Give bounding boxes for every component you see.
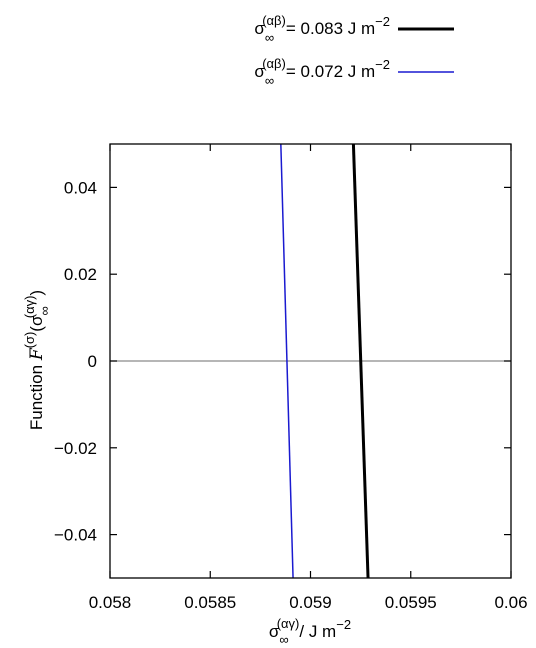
x-tick-label: 0.0595 xyxy=(385,593,437,612)
y-tick-label: −0.04 xyxy=(54,526,97,545)
x-tick-label: 0.058 xyxy=(89,593,132,612)
series-line-2 xyxy=(280,144,294,578)
y-tick-label: 0 xyxy=(88,352,97,371)
y-tick-label: 0.04 xyxy=(64,178,97,197)
plot-area: 0.058 0.0585 0.059 0.0595 0.06 −0.04 −0.02 0 0.0… xyxy=(54,143,528,612)
series-line-1 xyxy=(351,144,370,578)
x-tick-label: 0.0585 xyxy=(184,593,236,612)
x-axis-title: σ∞(αγ)/ J m−2 xyxy=(269,616,351,647)
legend-label-2: σ∞(αβ)= 0.072 J m−2 xyxy=(254,56,390,88)
legend-entry-2: σ∞(αβ)= 0.072 J m−2 xyxy=(254,56,454,88)
legend-label-1: σ∞(αβ)= 0.083 J m−2 xyxy=(254,13,390,45)
legend-entry-1: σ∞(αβ)= 0.083 J m−2 xyxy=(254,13,454,45)
y-tick-label: −0.02 xyxy=(54,439,97,458)
x-tick-label: 0.059 xyxy=(289,593,332,612)
x-tick-label: 0.06 xyxy=(494,593,527,612)
y-axis-title: Function F(σ)(σ∞(αγ)) xyxy=(22,290,52,430)
legend: σ∞(αβ)= 0.083 J m−2 σ∞(αβ)= 0.072 J m−2 xyxy=(254,13,454,88)
y-tick-label: 0.02 xyxy=(64,265,97,284)
